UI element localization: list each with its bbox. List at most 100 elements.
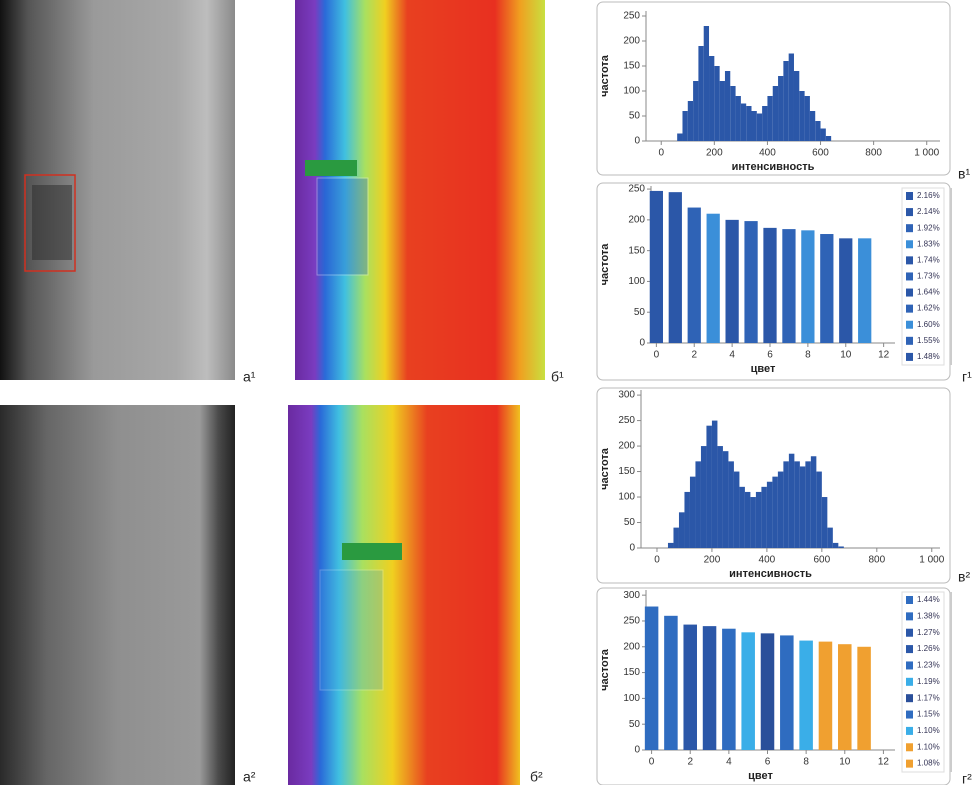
histogram-bar [772, 476, 778, 548]
x-tick-label: 0 [658, 148, 664, 159]
histogram-bar [777, 471, 784, 548]
histogram-bar [815, 121, 821, 141]
x-tick-label: 8 [803, 757, 809, 768]
panel-label: в¹ [958, 166, 970, 182]
legend-label: 1.62% [917, 304, 940, 313]
x-tick-label: 12 [878, 350, 890, 361]
histogram-bar [687, 101, 694, 141]
histogram-bar [766, 481, 773, 548]
legend-label: 1.19% [917, 677, 940, 686]
y-tick-label: 100 [628, 276, 645, 287]
legend-swatch [906, 208, 913, 217]
histogram-bar [788, 453, 795, 548]
histogram-bar [805, 461, 811, 548]
panel-label: г² [962, 771, 972, 785]
bar [683, 624, 697, 750]
histogram-bar [750, 497, 756, 548]
histogram-bar [698, 46, 704, 141]
histogram-bar [719, 81, 725, 141]
bar [664, 615, 678, 750]
legend-swatch [906, 224, 913, 233]
y-tick-label: 50 [624, 517, 636, 528]
y-axis-label: частота [599, 54, 611, 97]
thermal-image [288, 405, 520, 785]
bar [644, 606, 659, 750]
x-tick-label: 200 [704, 555, 721, 566]
bar [780, 635, 794, 750]
y-axis-label: частота [599, 447, 611, 490]
y-tick-label: 0 [639, 338, 645, 349]
y-tick-label: 250 [623, 616, 640, 627]
legend-swatch [906, 256, 913, 265]
histogram-bar [832, 542, 839, 548]
roi-tag [305, 160, 357, 176]
histogram-bar [730, 86, 736, 141]
panel-label: а¹ [243, 369, 256, 385]
legend-swatch [906, 304, 913, 313]
legend-swatch [906, 677, 913, 686]
bar [763, 227, 777, 343]
histogram-bar [778, 76, 784, 141]
panel-label: а² [243, 769, 256, 785]
xray-image [0, 405, 235, 785]
x-tick-label: 1 000 [914, 148, 939, 159]
y-tick-label: 300 [623, 590, 640, 601]
bar [725, 219, 739, 343]
histogram-bar [678, 512, 685, 548]
x-tick-label: 10 [840, 350, 852, 361]
legend-swatch [906, 612, 913, 621]
roi-box [319, 569, 384, 691]
bar [706, 213, 720, 343]
histogram-bar [810, 456, 817, 548]
x-tick-label: 6 [767, 350, 773, 361]
y-tick-label: 150 [623, 667, 640, 678]
legend-swatch [906, 726, 913, 735]
histogram-bar [717, 446, 723, 548]
x-tick-label: 400 [759, 148, 776, 159]
bar [687, 207, 701, 343]
histogram-bar [809, 111, 816, 141]
legend-label: 1.10% [917, 742, 940, 751]
histogram-bar [709, 56, 715, 141]
histogram-bar [695, 461, 701, 548]
legend-label: 1.55% [917, 336, 940, 345]
histogram-bar [799, 466, 806, 548]
bar [760, 633, 775, 750]
histogram-bar [684, 491, 690, 548]
histogram-bar [677, 133, 683, 141]
x-tick-label: 0 [654, 350, 660, 361]
y-tick-label: 200 [623, 641, 640, 652]
x-tick-label: 12 [878, 757, 890, 768]
x-tick-label: 0 [649, 757, 655, 768]
histogram-bar [714, 66, 720, 141]
legend-swatch [906, 694, 913, 703]
histogram-bar [744, 491, 751, 548]
histogram-bar [821, 497, 828, 548]
defect [32, 185, 72, 260]
legend-swatch [906, 596, 913, 604]
x-tick-label: 8 [805, 350, 811, 361]
legend-label: 1.73% [917, 272, 940, 281]
legend-swatch [906, 628, 913, 637]
y-tick-label: 300 [618, 390, 635, 401]
bar [820, 234, 834, 343]
legend-swatch [906, 645, 913, 654]
y-tick-label: 250 [618, 415, 635, 426]
histogram-bar [762, 106, 768, 141]
histogram-bar [783, 61, 789, 141]
histogram-bar [816, 471, 822, 548]
bar [818, 641, 833, 750]
y-tick-label: 150 [628, 245, 645, 256]
y-tick-label: 200 [623, 36, 640, 47]
panel-label: г¹ [962, 369, 972, 385]
histogram-bar [733, 471, 740, 548]
histogram-bar [693, 81, 699, 141]
histogram-bar [722, 451, 729, 548]
y-tick-label: 200 [628, 215, 645, 226]
y-tick-label: 0 [634, 745, 640, 756]
histogram-bar [827, 527, 833, 548]
legend-label: 1.48% [917, 352, 940, 361]
x-tick-label: 6 [765, 757, 771, 768]
histogram-bar [783, 461, 789, 548]
